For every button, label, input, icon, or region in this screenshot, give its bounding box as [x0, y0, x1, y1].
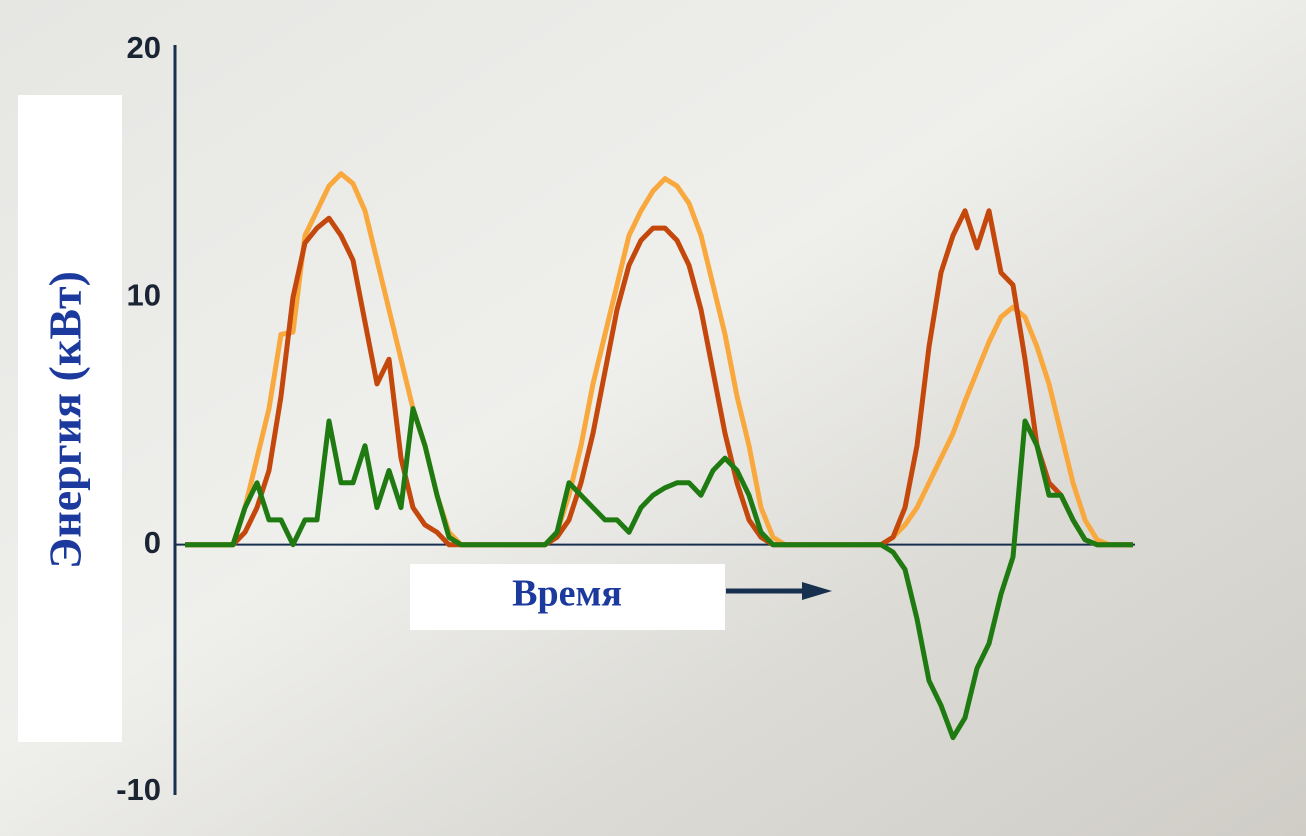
y-tick-label: 10: [127, 278, 161, 313]
x-axis-label: Время: [512, 573, 622, 615]
series-line: [185, 208, 1133, 548]
y-tick-label: 0: [144, 525, 161, 560]
series-line: [185, 171, 1133, 548]
y-label-box: [18, 95, 122, 742]
y-tick-label: 20: [127, 30, 161, 65]
y-axis-label: Энергия (кВт): [40, 271, 91, 569]
y-tick-label: -10: [116, 772, 161, 807]
x-label-box: [410, 564, 725, 630]
time-arrow-head: [802, 582, 832, 600]
plot-area: -10 0 10 20: [116, 30, 1135, 807]
series-line: [185, 406, 1133, 741]
